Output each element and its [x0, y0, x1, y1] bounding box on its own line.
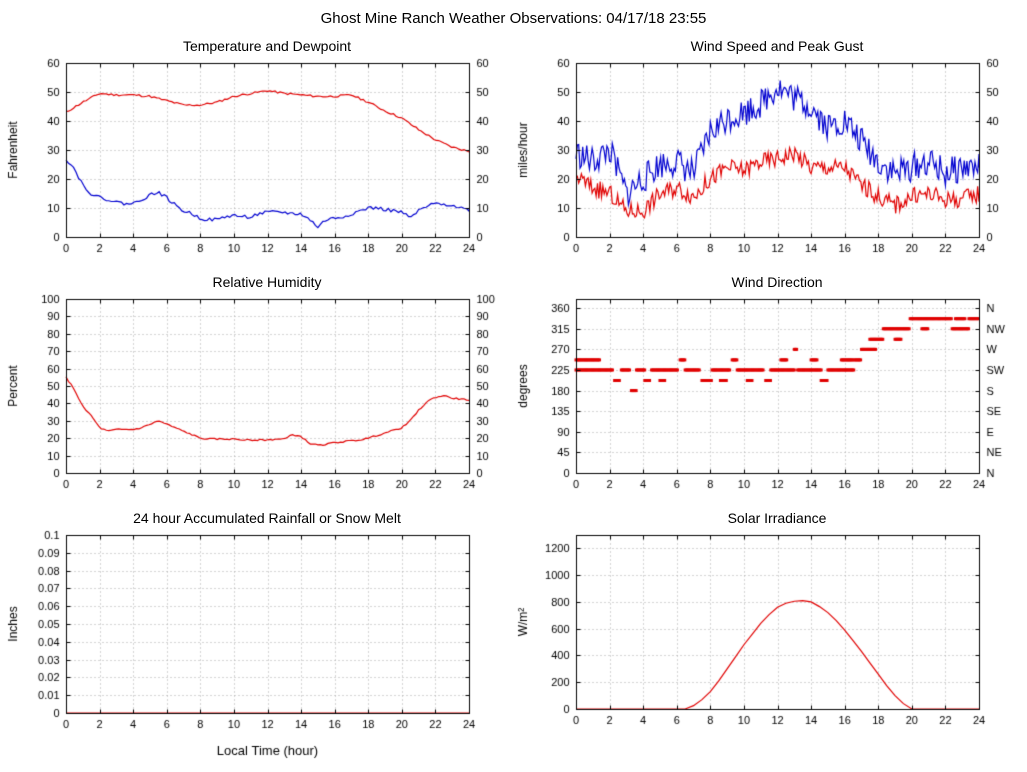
wind-speed-peak-gust-chart: [513, 55, 1024, 265]
chart-cell-temperature-dewpoint: Temperature and Dewpoint: [3, 37, 514, 265]
chart-cell-wind-direction: Wind Direction: [513, 273, 1024, 501]
chart-title-rainfall: 24 hour Accumulated Rainfall or Snow Mel…: [133, 510, 401, 526]
chart-title-humidity: Relative Humidity: [212, 274, 322, 290]
page-title: Ghost Mine Ranch Weather Observations: 0…: [320, 10, 707, 27]
chart-cell-humidity: Relative Humidity: [3, 273, 514, 501]
chart-title-wind-speed: Wind Speed and Peak Gust: [690, 38, 864, 54]
chart-title-solar: Solar Irradiance: [727, 510, 827, 526]
charts-grid: Temperature and Dewpoint Wind Speed and …: [0, 37, 1027, 761]
chart-cell-rainfall: 24 hour Accumulated Rainfall or Snow Mel…: [3, 509, 514, 761]
temperature-dewpoint-chart: [3, 55, 514, 265]
chart-cell-solar: Solar Irradiance: [513, 509, 1024, 761]
wind-direction-chart: [513, 291, 1024, 501]
chart-title-temperature-dewpoint: Temperature and Dewpoint: [182, 38, 352, 54]
solar-irradiance-chart: [513, 527, 1024, 737]
relative-humidity-chart: [3, 291, 514, 501]
chart-title-wind-direction: Wind Direction: [731, 274, 823, 290]
chart-cell-wind-speed: Wind Speed and Peak Gust: [513, 37, 1024, 265]
rainfall-chart: [3, 527, 514, 761]
